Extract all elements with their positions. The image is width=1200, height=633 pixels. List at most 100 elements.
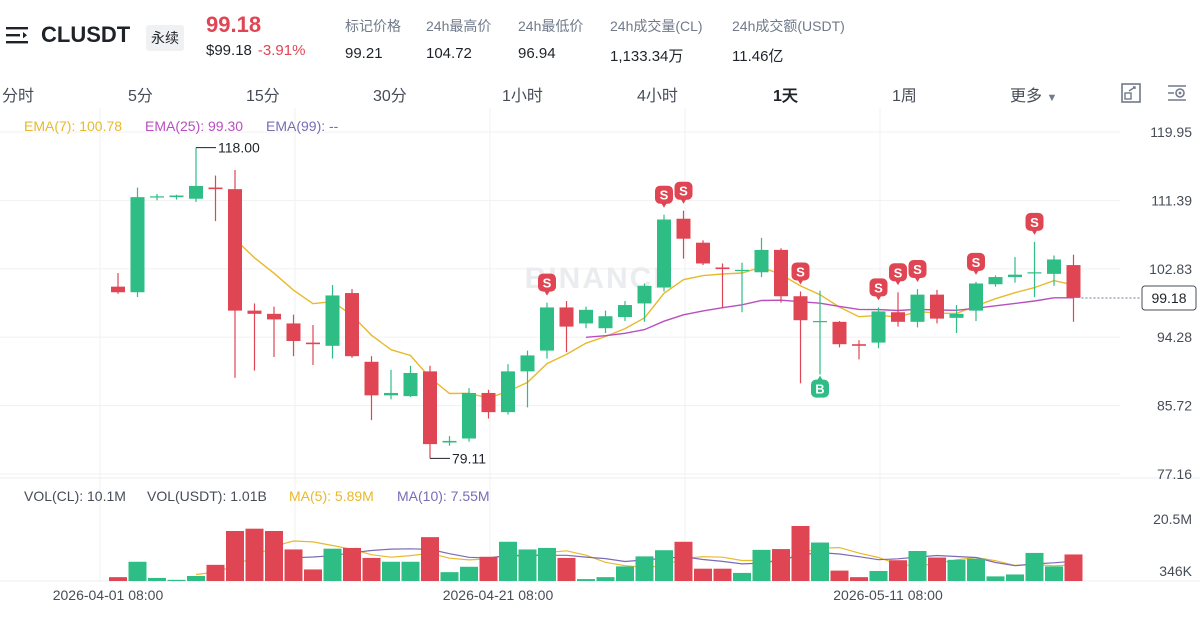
sell-signal-marker: S bbox=[655, 185, 673, 208]
buy-signal-marker: B bbox=[811, 375, 829, 398]
tab-timeframe[interactable]: 1周 bbox=[892, 88, 917, 105]
volume-bar bbox=[908, 551, 927, 581]
tab-timeframe[interactable]: 分时 bbox=[2, 88, 35, 105]
candle-body bbox=[969, 283, 983, 311]
volume-bar bbox=[187, 576, 205, 581]
last-price: 99.18 bbox=[206, 12, 262, 37]
sell-signal-marker: S bbox=[674, 181, 693, 204]
volume-bar bbox=[265, 531, 283, 581]
tab-timeframe[interactable]: 1小时 bbox=[502, 88, 543, 105]
sell-signal-marker: S bbox=[869, 278, 888, 301]
candle-body bbox=[540, 307, 554, 351]
low-price-annotation: 79.11 bbox=[452, 450, 486, 466]
price-tick-label: 94.28 bbox=[1157, 329, 1192, 345]
volume-bar bbox=[343, 547, 361, 581]
volume-bar bbox=[869, 571, 888, 581]
vol-usdt-readout: VOL(USDT): 1.01B bbox=[147, 488, 267, 504]
volume-bar bbox=[499, 541, 517, 581]
candles bbox=[111, 147, 1081, 459]
tab-more-label: 更多 bbox=[1010, 88, 1043, 105]
tab-more[interactable]: 更多 ▼ bbox=[1010, 82, 1057, 106]
volume-bar bbox=[655, 550, 673, 581]
symbol-name[interactable]: CLUSDT bbox=[41, 22, 131, 47]
volume-bar bbox=[557, 557, 576, 581]
chart-settings-icon[interactable] bbox=[1120, 82, 1142, 104]
signal-label: S bbox=[972, 255, 981, 270]
candle-body bbox=[111, 286, 125, 293]
candle-body bbox=[1027, 272, 1042, 274]
candle-body bbox=[988, 277, 1003, 285]
candle-body bbox=[715, 267, 730, 270]
signal-label: S bbox=[894, 265, 903, 280]
candle-body bbox=[754, 249, 769, 273]
signal-pointer bbox=[680, 198, 687, 204]
stat-24h-high: 24h最高价 104.72 bbox=[426, 16, 491, 62]
stat-value: 96.94 bbox=[518, 45, 556, 62]
tab-timeframe[interactable]: 5分 bbox=[128, 88, 153, 105]
ma5-readout: MA(5): 5.89M bbox=[289, 488, 374, 504]
volume-bar bbox=[148, 577, 166, 581]
volume-bar bbox=[694, 568, 712, 581]
menu-icon[interactable] bbox=[6, 26, 28, 44]
stat-value: 104.72 bbox=[426, 45, 472, 62]
signal-pointer bbox=[895, 280, 901, 286]
signal-label: S bbox=[543, 276, 552, 291]
volume-bar bbox=[245, 528, 264, 581]
sell-signal-marker: S bbox=[1025, 212, 1044, 235]
sell-signal-marker: S bbox=[967, 252, 985, 275]
tab-timeframe[interactable]: 15分 bbox=[246, 88, 280, 105]
candle-body bbox=[949, 313, 964, 318]
stat-value: 99.21 bbox=[345, 45, 383, 62]
volume-bar bbox=[1064, 554, 1083, 581]
candle-body bbox=[598, 316, 613, 329]
candle-body bbox=[462, 392, 476, 439]
stat-mark-price: 标记价格 99.21 bbox=[345, 16, 401, 62]
price-usd: $99.18 bbox=[206, 42, 252, 59]
time-tick-label: 2026-05-11 08:00 bbox=[833, 587, 943, 603]
candle-body bbox=[774, 249, 788, 297]
price-usd-line: $99.18 -3.91% bbox=[206, 42, 305, 59]
current-price-box bbox=[1141, 285, 1197, 311]
candlestick-chart[interactable]: BINANCE EMA(7): 100.78 EMA(25): 99.30 EM… bbox=[0, 108, 1200, 633]
signal-pointer bbox=[797, 279, 804, 285]
contract-type-badge: 永续 bbox=[146, 25, 184, 51]
candle-body bbox=[286, 323, 301, 342]
tab-timeframe[interactable]: 4小时 bbox=[637, 88, 678, 105]
candle-body bbox=[501, 371, 515, 413]
candle-body bbox=[618, 305, 632, 318]
candle-body bbox=[325, 295, 340, 346]
candle-body bbox=[813, 321, 827, 323]
tab-timeframe[interactable]: 30分 bbox=[373, 88, 407, 105]
volume-ma5-line bbox=[195, 540, 1074, 576]
volume-bar bbox=[440, 572, 459, 581]
signal-badge bbox=[967, 252, 985, 271]
volume-bar bbox=[323, 548, 342, 581]
candle-body bbox=[384, 392, 398, 396]
price-tick-label: 77.16 bbox=[1157, 466, 1192, 482]
candle-body bbox=[1047, 259, 1061, 274]
volume-bar bbox=[518, 549, 537, 581]
candle-body bbox=[169, 195, 184, 198]
indicator-settings-icon[interactable] bbox=[1166, 82, 1188, 104]
volume-bar bbox=[635, 556, 654, 581]
volume-bar bbox=[1045, 566, 1063, 581]
candle-body bbox=[637, 285, 652, 304]
volume-bar bbox=[206, 564, 225, 581]
volume-bar bbox=[1006, 574, 1024, 581]
ema7-readout: EMA(7): 100.78 bbox=[24, 118, 122, 134]
signal-label: S bbox=[874, 280, 883, 295]
current-price-label: 99.18 bbox=[1151, 290, 1186, 306]
candle-body bbox=[793, 296, 808, 321]
stat-label: 24h成交量(CL) bbox=[610, 18, 703, 34]
volume-bar bbox=[752, 549, 771, 581]
candle-body bbox=[267, 313, 281, 320]
signal-pointer bbox=[914, 277, 921, 283]
volume-bar bbox=[791, 526, 810, 581]
high-price-annotation: 118.00 bbox=[218, 140, 260, 156]
volume-bar bbox=[616, 566, 634, 581]
candle-body bbox=[208, 187, 223, 190]
candle-body bbox=[364, 361, 379, 396]
signal-badge bbox=[791, 262, 810, 281]
tab-timeframe-active[interactable]: 1天 bbox=[773, 88, 798, 105]
